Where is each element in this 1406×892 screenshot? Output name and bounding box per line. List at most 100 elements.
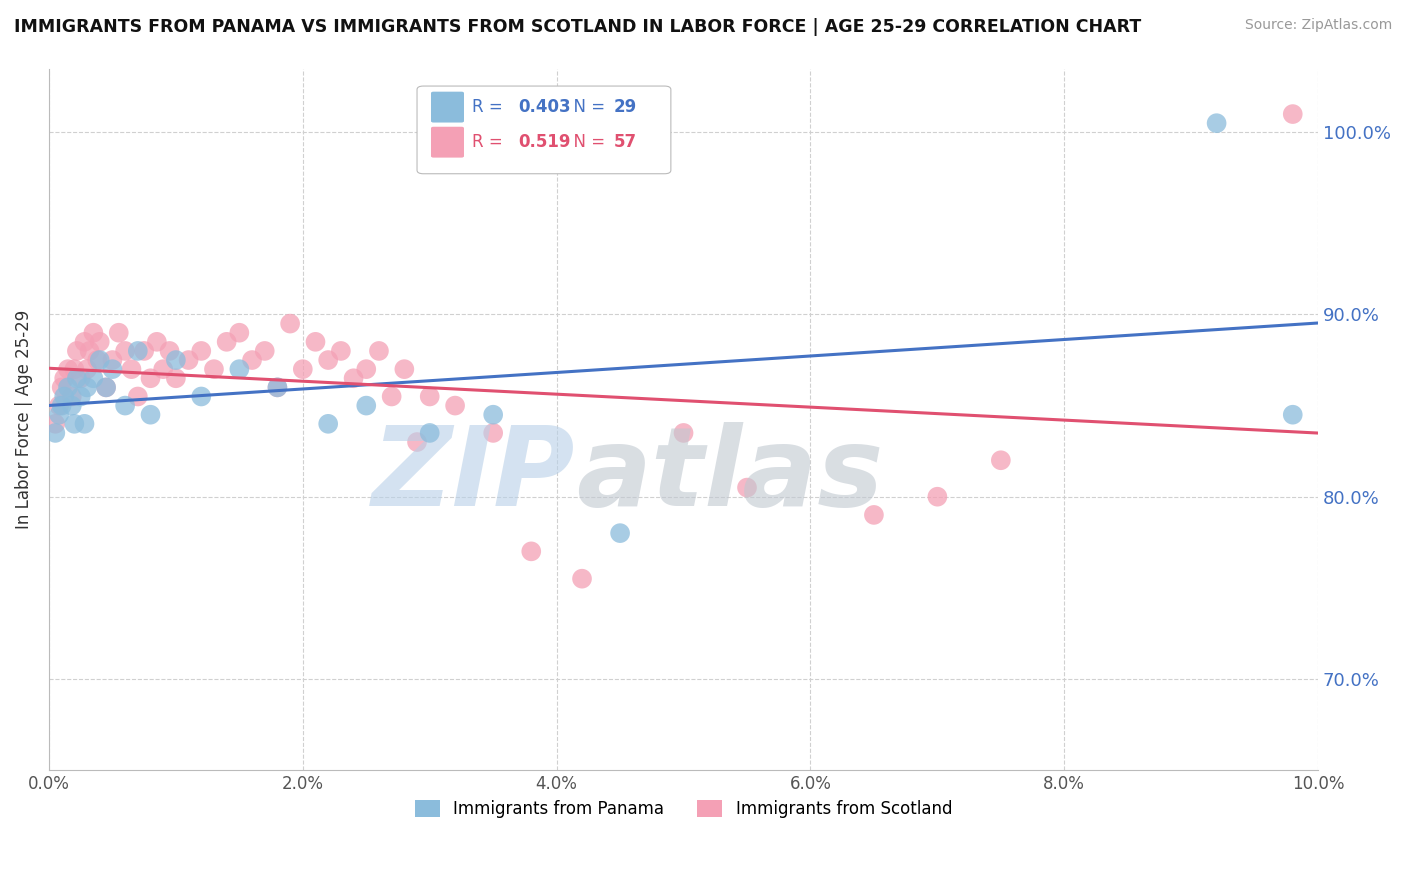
Legend: Immigrants from Panama, Immigrants from Scotland: Immigrants from Panama, Immigrants from …: [408, 793, 959, 825]
Text: ZIP: ZIP: [373, 422, 575, 529]
Point: [66, 343, 89, 358]
Point: [1281, 107, 1303, 121]
Point: [73, 334, 96, 349]
Point: [89, 353, 111, 368]
Point: [316, 353, 339, 368]
Point: [44, 417, 66, 431]
Point: [394, 362, 416, 376]
Point: [927, 490, 949, 504]
Point: [66, 371, 89, 385]
Text: 0.403: 0.403: [519, 98, 571, 116]
Point: [571, 572, 593, 586]
FancyBboxPatch shape: [418, 86, 671, 174]
Point: [419, 425, 441, 440]
Text: Source: ZipAtlas.com: Source: ZipAtlas.com: [1244, 18, 1392, 32]
Point: [304, 334, 326, 349]
Point: [82, 371, 104, 385]
Point: [444, 399, 467, 413]
Text: R =: R =: [471, 133, 508, 151]
Point: [329, 343, 352, 358]
Y-axis label: In Labor Force | Age 25-29: In Labor Force | Age 25-29: [15, 310, 32, 529]
Point: [291, 362, 314, 376]
Point: [356, 362, 378, 376]
Point: [53, 371, 76, 385]
Point: [215, 334, 238, 349]
Point: [76, 362, 98, 376]
Point: [266, 380, 288, 394]
Point: [134, 343, 156, 358]
Point: [107, 326, 129, 340]
Text: N =: N =: [562, 98, 610, 116]
Point: [419, 389, 441, 403]
Text: N =: N =: [562, 133, 610, 151]
Point: [190, 389, 212, 403]
Point: [190, 343, 212, 358]
Point: [228, 362, 250, 376]
Point: [69, 389, 91, 403]
Point: [53, 389, 76, 403]
Point: [127, 389, 149, 403]
Point: [240, 353, 263, 368]
Point: [165, 353, 187, 368]
FancyBboxPatch shape: [432, 92, 464, 122]
Point: [69, 371, 91, 385]
Point: [56, 380, 79, 394]
Point: [101, 362, 124, 376]
Point: [316, 417, 339, 431]
Point: [63, 362, 86, 376]
Point: [121, 362, 143, 376]
Point: [159, 343, 181, 358]
Point: [60, 389, 83, 403]
Point: [990, 453, 1012, 467]
Point: [76, 380, 98, 394]
Point: [266, 380, 288, 394]
Point: [44, 425, 66, 440]
Point: [342, 371, 364, 385]
Text: IMMIGRANTS FROM PANAMA VS IMMIGRANTS FROM SCOTLAND IN LABOR FORCE | AGE 25-29 CO: IMMIGRANTS FROM PANAMA VS IMMIGRANTS FRO…: [14, 18, 1142, 36]
Point: [139, 371, 162, 385]
Point: [482, 408, 505, 422]
Point: [60, 399, 83, 413]
Point: [79, 343, 101, 358]
Point: [202, 362, 225, 376]
Point: [89, 334, 111, 349]
Point: [381, 389, 404, 403]
Text: 0.519: 0.519: [519, 133, 571, 151]
Point: [86, 353, 108, 368]
Point: [735, 481, 758, 495]
Point: [101, 353, 124, 368]
Point: [114, 343, 136, 358]
Point: [73, 417, 96, 431]
Point: [520, 544, 543, 558]
Point: [51, 399, 73, 413]
Point: [609, 526, 631, 541]
Point: [94, 380, 117, 394]
Point: [356, 399, 378, 413]
Point: [278, 317, 301, 331]
Point: [48, 399, 70, 413]
Point: [165, 371, 187, 385]
Point: [368, 343, 391, 358]
Point: [56, 362, 79, 376]
Point: [406, 435, 429, 450]
Point: [139, 408, 162, 422]
Point: [48, 408, 70, 422]
Point: [94, 380, 117, 394]
Text: 57: 57: [614, 133, 637, 151]
Point: [146, 334, 169, 349]
Point: [152, 362, 174, 376]
Point: [1281, 408, 1303, 422]
Point: [672, 425, 695, 440]
Text: atlas: atlas: [575, 422, 883, 529]
Point: [114, 399, 136, 413]
FancyBboxPatch shape: [432, 127, 464, 158]
Text: 29: 29: [614, 98, 637, 116]
Point: [127, 343, 149, 358]
Text: R =: R =: [471, 98, 508, 116]
Point: [82, 326, 104, 340]
Point: [1205, 116, 1227, 130]
Point: [482, 425, 505, 440]
Point: [63, 417, 86, 431]
Point: [863, 508, 886, 522]
Point: [228, 326, 250, 340]
